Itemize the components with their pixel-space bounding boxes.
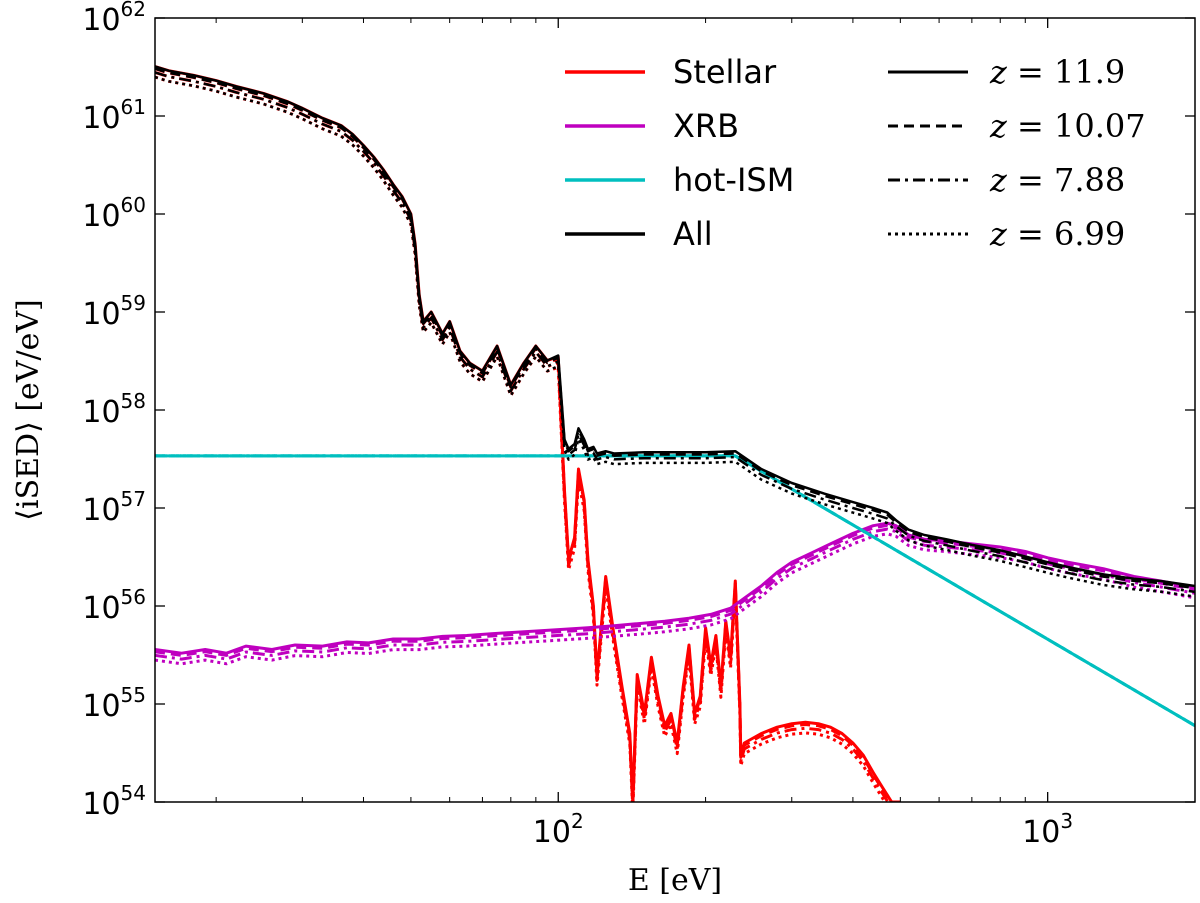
x-tick-labels: 102 103 xyxy=(533,809,1073,850)
y-tick-label: 1057 xyxy=(82,487,146,528)
series-line-hot-ism-3 xyxy=(155,454,1195,727)
y-tick-label: 1062 xyxy=(82,0,146,38)
legend-redshift-label: z = 6.99 xyxy=(989,215,1125,253)
y-tick-label: 1060 xyxy=(82,193,146,234)
x-axis-label: E [eV] xyxy=(628,863,722,898)
series-line-all-1 xyxy=(155,67,1195,590)
series-line-xrb-2 xyxy=(155,527,1195,661)
x-tick-label: 103 xyxy=(1022,809,1073,850)
y-tick-label: 1061 xyxy=(82,95,146,136)
legend-redshift-label: z = 7.88 xyxy=(989,161,1125,199)
x-tick-label: 102 xyxy=(533,809,584,850)
y-tick-label: 1054 xyxy=(82,781,146,822)
y-tick-label: 1059 xyxy=(82,291,146,332)
series-line-all-3 xyxy=(155,75,1195,598)
y-tick-labels: 1054 1055 1056 1057 1058 1059 1060 1061 1062 xyxy=(82,0,146,822)
series-line-hot-ism-0 xyxy=(155,454,1195,727)
legend-redshifts: z = 11.9 z = 10.07 z = 7.88 z = 6.99 xyxy=(888,53,1146,253)
plot-lines xyxy=(155,65,1195,802)
series-line-hot-ism-2 xyxy=(155,454,1195,727)
y-tick-label: 1058 xyxy=(82,389,146,430)
series-line-stellar-3 xyxy=(155,75,887,802)
legend-redshift-label: z = 11.9 xyxy=(989,53,1125,91)
legend-redshift-label: z = 10.07 xyxy=(989,107,1146,145)
legend-label-all: All xyxy=(673,215,713,253)
legend-label-hot-ism: hot-ISM xyxy=(673,161,794,199)
y-tick-label: 1055 xyxy=(82,683,146,724)
series-line-xrb-1 xyxy=(155,523,1195,657)
series-line-all-2 xyxy=(155,71,1195,594)
legend-label-stellar: Stellar xyxy=(673,53,777,91)
series-line-xrb-3 xyxy=(155,532,1195,666)
legend-label-xrb: XRB xyxy=(673,107,739,145)
axis-ticks xyxy=(155,17,1196,803)
y-tick-label: 1056 xyxy=(82,585,146,626)
y-axis-label: ⟨iSED⟩ [eV/eV] xyxy=(11,299,46,520)
series-line-xrb-0 xyxy=(155,521,1195,655)
legend-components: Stellar XRB hot-ISM All xyxy=(565,53,794,253)
series-line-hot-ism-1 xyxy=(155,454,1195,727)
